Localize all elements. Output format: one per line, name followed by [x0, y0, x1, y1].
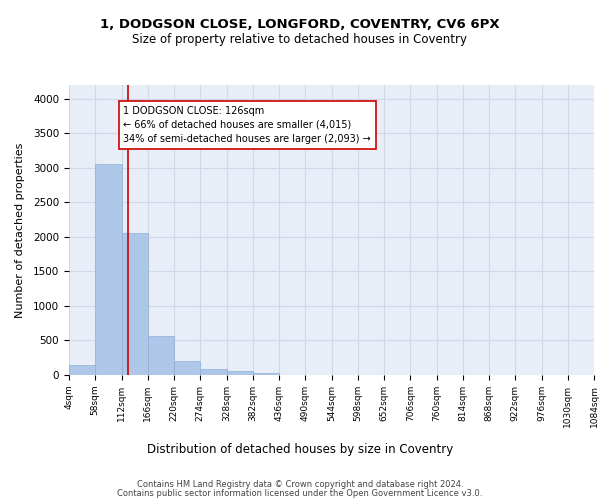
- Bar: [148, 336, 174, 375]
- Bar: [253, 372, 279, 375]
- Text: Size of property relative to detached houses in Coventry: Size of property relative to detached ho…: [133, 32, 467, 46]
- Text: Contains public sector information licensed under the Open Government Licence v3: Contains public sector information licen…: [118, 489, 482, 498]
- Text: Contains HM Land Registry data © Crown copyright and database right 2024.: Contains HM Land Registry data © Crown c…: [137, 480, 463, 489]
- Text: Distribution of detached houses by size in Coventry: Distribution of detached houses by size …: [147, 442, 453, 456]
- Bar: [95, 164, 121, 375]
- Bar: [174, 361, 200, 375]
- Bar: [200, 370, 227, 375]
- Y-axis label: Number of detached properties: Number of detached properties: [14, 142, 25, 318]
- Bar: [227, 371, 253, 375]
- Bar: [69, 366, 95, 375]
- Text: 1 DODGSON CLOSE: 126sqm
← 66% of detached houses are smaller (4,015)
34% of semi: 1 DODGSON CLOSE: 126sqm ← 66% of detache…: [124, 106, 371, 144]
- Text: 1, DODGSON CLOSE, LONGFORD, COVENTRY, CV6 6PX: 1, DODGSON CLOSE, LONGFORD, COVENTRY, CV…: [100, 18, 500, 30]
- Bar: [121, 233, 148, 375]
